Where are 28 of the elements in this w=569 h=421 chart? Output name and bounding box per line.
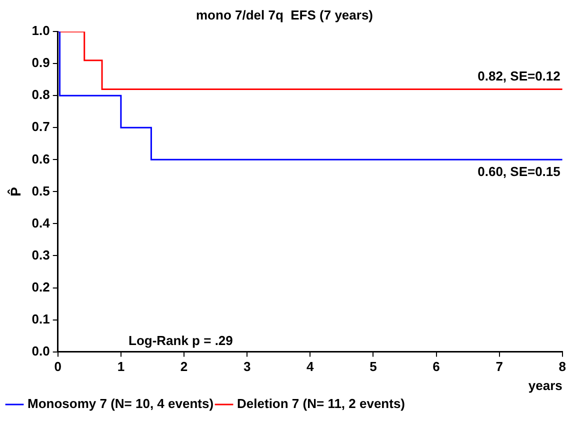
annotation: Log-Rank p = .29 [128,332,233,348]
x-tick-label: 0 [54,359,62,374]
y-tick-label: 0.1 [32,311,50,326]
chart-title: mono 7/del 7q EFS (7 years) [196,7,373,22]
legend-label: Monosomy 7 (N= 10, 4 events) [28,396,214,412]
x-axis-title: years [528,378,562,393]
y-tick-label: 0.0 [32,343,50,358]
annotation: 0.60, SE=0.15 [478,164,560,179]
x-tick-label: 7 [496,359,503,374]
y-tick-label: 0.5 [32,183,50,198]
x-tick-label: 5 [370,359,377,374]
y-tick-label: 0.3 [32,247,50,262]
x-tick-label: 2 [180,359,188,374]
x-tick-label: 3 [243,359,251,374]
x-tick-label: 6 [432,359,440,374]
y-axis-title: P̂ [6,187,24,196]
y-tick-label: 0.2 [32,279,50,294]
y-tick-label: 0.4 [32,215,51,230]
x-tick-label: 8 [558,359,566,374]
y-tick-label: 0.8 [32,87,50,102]
legend-label: Deletion 7 (N= 11, 2 events) [237,396,406,412]
y-tick-label: 0.6 [32,151,50,166]
x-tick-label: 1 [117,359,125,374]
y-tick-label: 1.0 [32,23,50,38]
x-tick-label: 4 [306,359,315,374]
y-tick-label: 0.9 [32,55,50,70]
annotation: 0.82, SE=0.12 [478,68,560,84]
y-tick-label: 0.7 [32,119,50,134]
